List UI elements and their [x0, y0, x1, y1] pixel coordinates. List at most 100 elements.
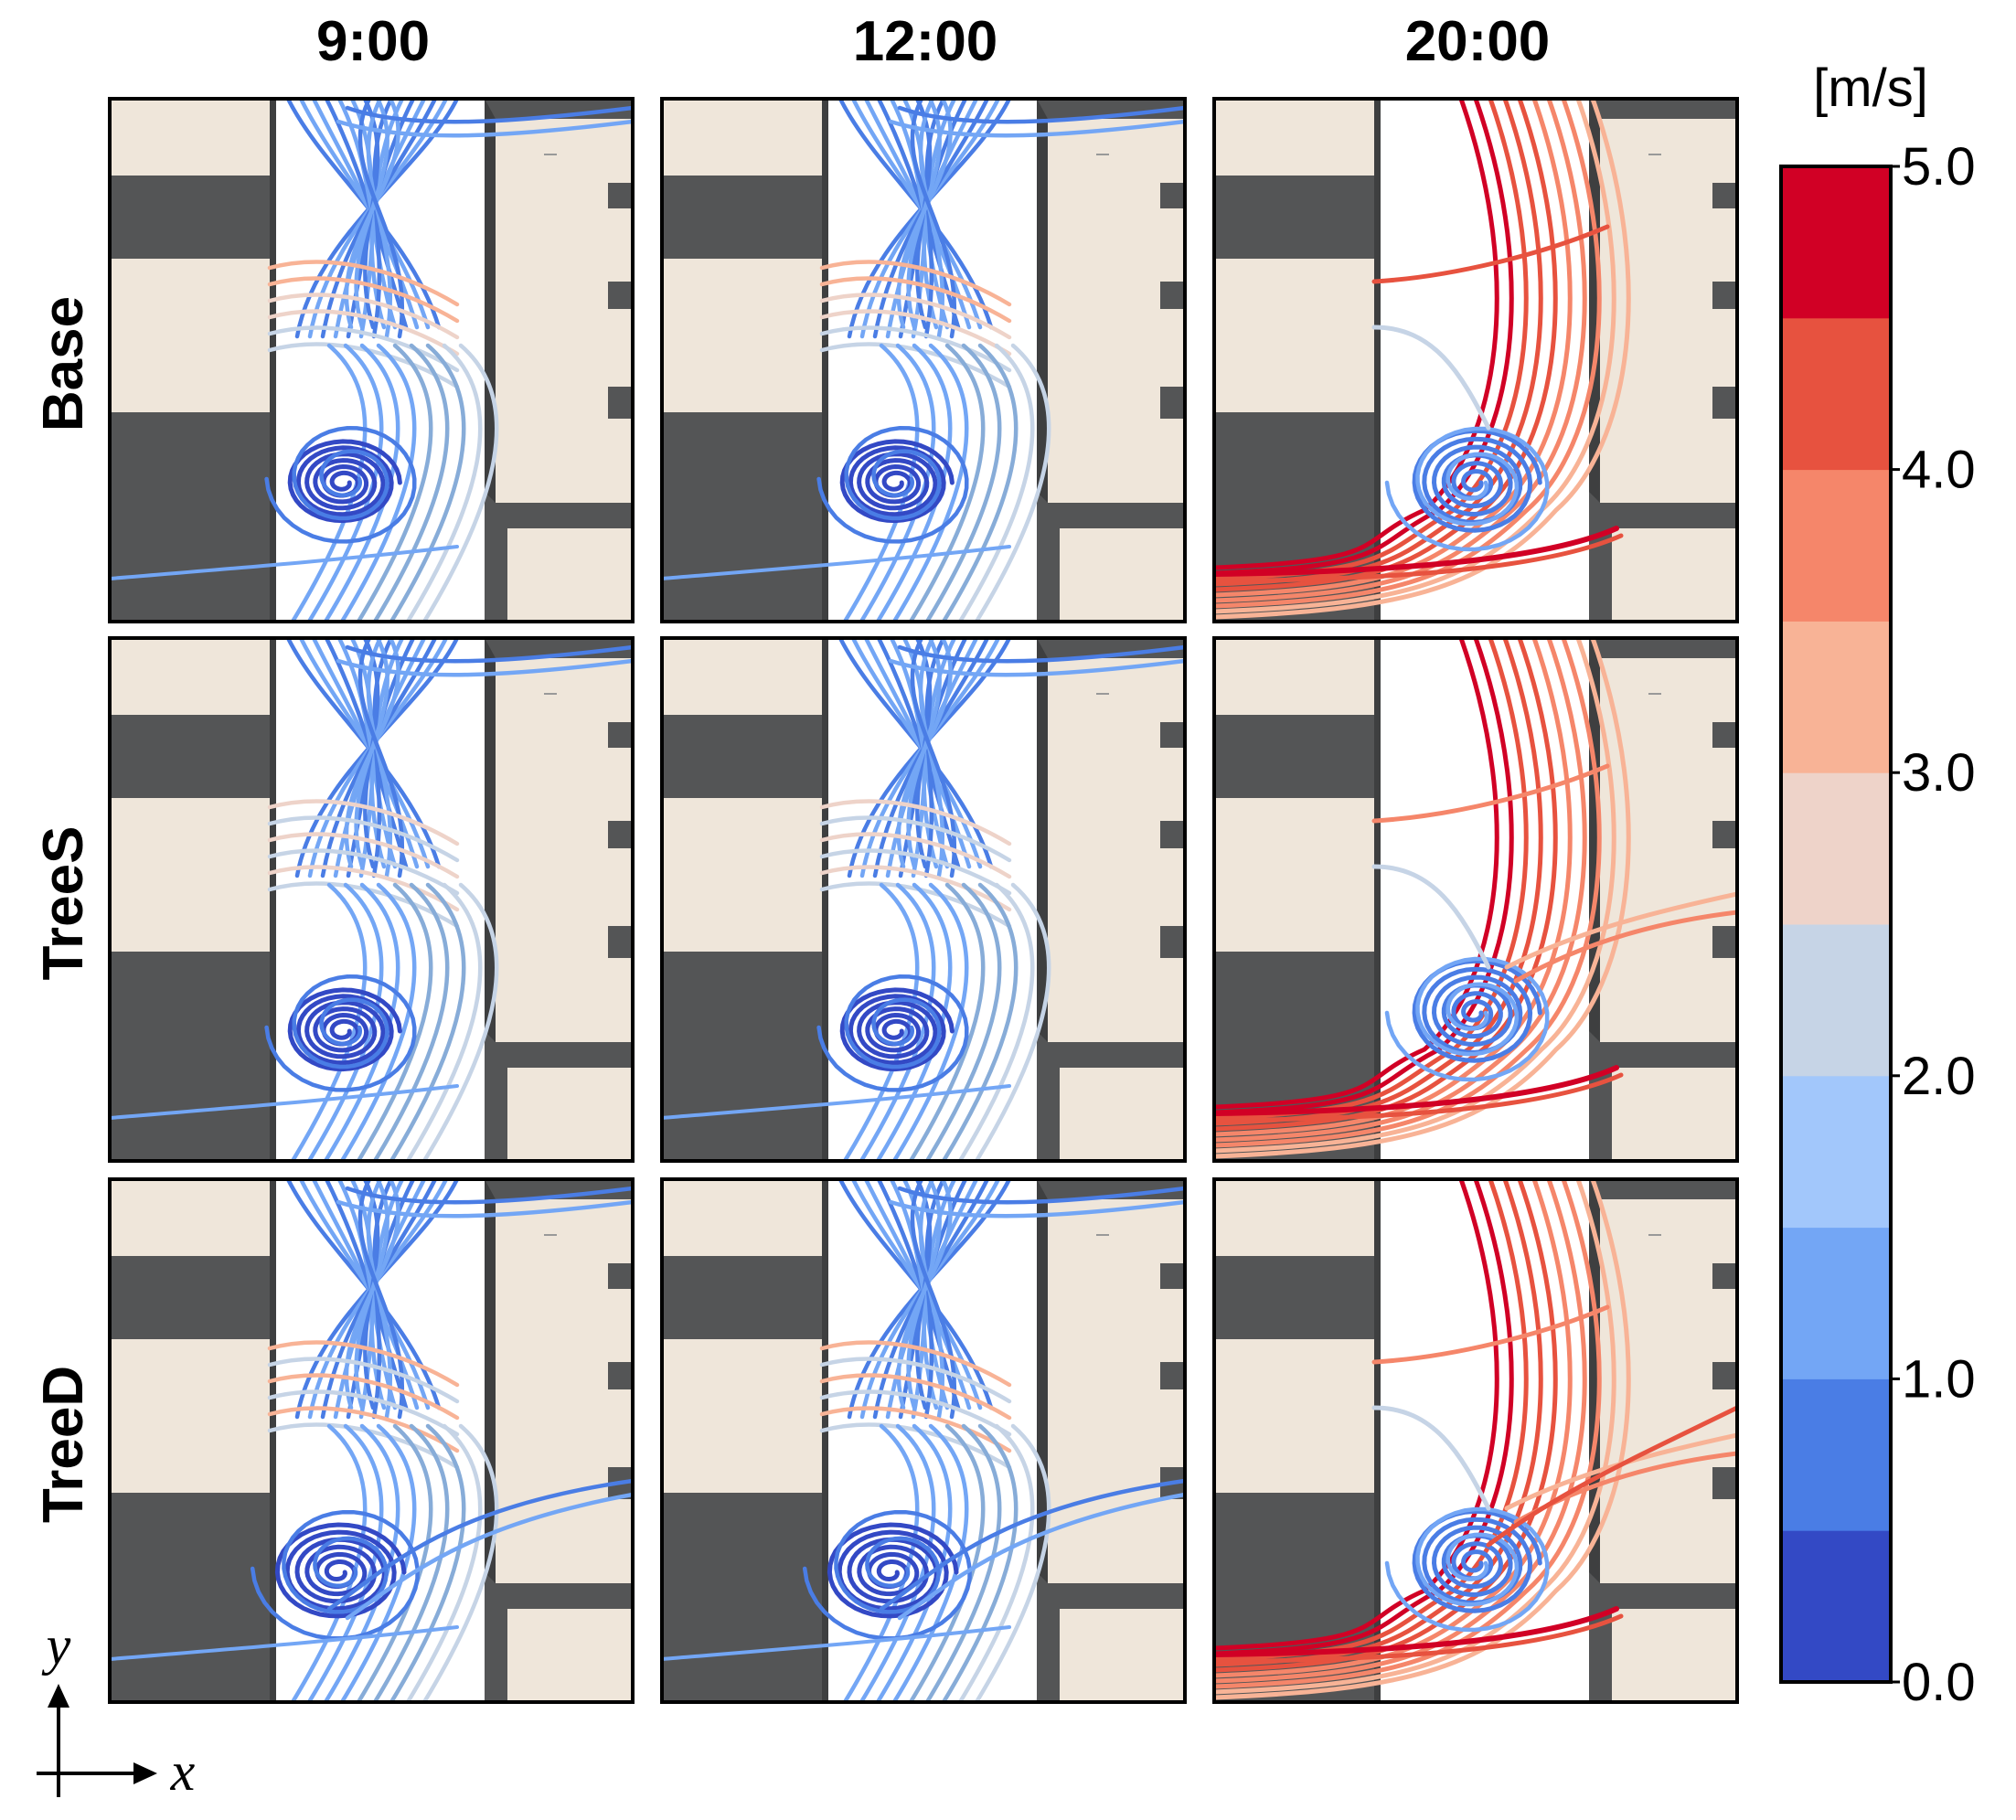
colorbar-band [1781, 166, 1891, 319]
streamline [1214, 99, 1616, 614]
streamline [1371, 763, 1610, 824]
streamline [287, 439, 402, 524]
streamline [1214, 99, 1602, 609]
streamline [372, 882, 450, 1161]
streamline [891, 882, 969, 1161]
panel [108, 1177, 635, 1704]
streamline [819, 1340, 1012, 1388]
streamline [897, 1186, 1185, 1205]
streamline [957, 343, 1035, 622]
streamline [1384, 956, 1550, 1082]
colorbar-tick-label: 0.0 [1902, 1653, 1976, 1712]
streamline [819, 815, 1012, 863]
colorbar-tick-label: 1.0 [1902, 1349, 1976, 1409]
streamline [957, 882, 1035, 1161]
colorbar-tick-label: 5.0 [1902, 137, 1976, 197]
streamline [816, 426, 969, 544]
streamline [267, 815, 460, 863]
streamline [1214, 1072, 1624, 1123]
streamline [323, 1423, 400, 1702]
panel-frame [660, 1177, 1187, 1704]
streamline [662, 545, 1011, 580]
colorbar-band [1781, 469, 1891, 622]
panel-frame [1212, 636, 1739, 1163]
streamline [941, 1423, 1019, 1702]
streamline [1214, 526, 1619, 577]
streamline [896, 638, 953, 869]
streamline [819, 848, 1012, 896]
streamline [1214, 1613, 1624, 1665]
panel [660, 1177, 1187, 1704]
streamline [875, 343, 953, 622]
streamline [888, 119, 1185, 138]
streamline [819, 293, 1012, 340]
streamline [1384, 1506, 1550, 1633]
streamline [1214, 1179, 1514, 1656]
streamline [1214, 1179, 1587, 1684]
colorbar-band [1781, 621, 1891, 773]
streamline [1486, 1405, 1737, 1548]
streamline [816, 974, 969, 1092]
streamline [1504, 891, 1737, 970]
streamline [819, 832, 1012, 879]
streamline [819, 260, 1012, 307]
colorbar-band [1781, 772, 1891, 925]
streamline [819, 881, 1012, 929]
streamline [287, 987, 402, 1072]
streamline [1214, 1065, 1619, 1116]
streamline [819, 1406, 1012, 1453]
streamline [819, 1389, 1012, 1437]
streamline [306, 1423, 384, 1702]
streamline [879, 1478, 1185, 1612]
streamline [267, 1389, 460, 1437]
streamline [819, 799, 1012, 846]
streamline [941, 343, 1019, 622]
streamline [344, 1179, 400, 1410]
column-title-9: 9:00 [316, 10, 430, 73]
streamline [1384, 426, 1550, 552]
axis-indicator: y x [37, 1615, 196, 1802]
panel-frame [660, 636, 1187, 1163]
streamline [888, 658, 1185, 677]
streamline [336, 658, 633, 677]
streamline [267, 848, 460, 896]
streamline [908, 882, 986, 1161]
streamline [891, 1423, 969, 1702]
streamline [819, 276, 1012, 324]
streamline [344, 99, 400, 330]
panel [660, 97, 1187, 623]
panel [1212, 1177, 1739, 1704]
colorbar: 0.0 1.0 2.0 3.0 4.0 5.0 [1779, 137, 1976, 1712]
colorbar-band [1781, 1378, 1891, 1531]
streamline [941, 882, 1019, 1161]
streamline [1214, 1179, 1631, 1700]
row-title-base: Base [32, 296, 95, 431]
streamline [908, 343, 986, 622]
streamline [356, 1423, 433, 1702]
streamline [819, 865, 1012, 912]
streamline [1371, 864, 1491, 970]
streamline [339, 1423, 417, 1702]
streamline [421, 882, 499, 1161]
colorbar-band [1781, 317, 1891, 471]
panel [660, 636, 1187, 1163]
axis-label-y: y [41, 1615, 71, 1676]
streamline [1412, 1508, 1542, 1613]
streamline [267, 293, 460, 340]
panel-frame [108, 1177, 635, 1704]
streamline [250, 1509, 420, 1641]
streamline [267, 865, 460, 912]
streamline [345, 1186, 633, 1205]
panel-frame [108, 97, 635, 623]
streamline [662, 1084, 1011, 1120]
row-title-trees: TreeS [32, 826, 95, 981]
streamline [336, 119, 633, 138]
streamline [891, 343, 969, 622]
axis-label-x: x [170, 1741, 196, 1802]
streamline [389, 882, 466, 1161]
panel [108, 97, 635, 623]
streamline [1214, 533, 1624, 584]
streamline [802, 1509, 972, 1641]
streamline [1214, 99, 1514, 576]
streamline [819, 1357, 1012, 1404]
